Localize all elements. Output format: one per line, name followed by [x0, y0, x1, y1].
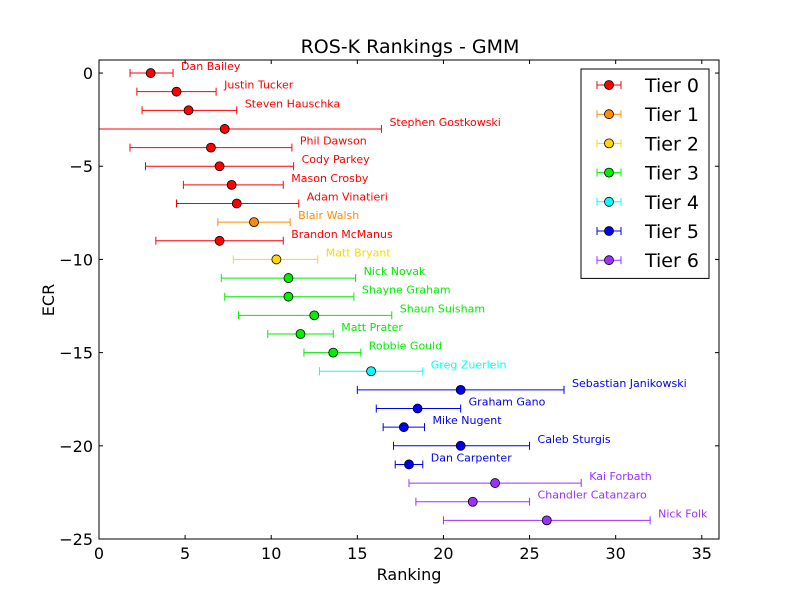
point-label: Brandon McManus — [291, 228, 393, 241]
plot-marks — [99, 68, 651, 526]
point-label: Adam Vinatieri — [307, 191, 388, 204]
data-point — [455, 440, 466, 451]
point-label: Nick Folk — [658, 507, 708, 520]
data-point — [214, 161, 225, 172]
x-tick-label: 15 — [347, 544, 367, 563]
y-axis-title: ECR — [39, 284, 58, 316]
point-labels: Dan Bailey Justin Tucker Steven Hauschka St… — [181, 60, 708, 520]
x-tick-label: 20 — [433, 544, 453, 563]
data-point — [231, 198, 242, 209]
y-tick-label: −20 — [59, 437, 93, 456]
data-point — [309, 310, 320, 321]
point-label: Blair Walsh — [298, 209, 359, 222]
point-label: Dan Carpenter — [431, 451, 512, 464]
data-point — [455, 384, 466, 395]
legend-label: Tier 4 — [644, 192, 699, 214]
point-label: Matt Prater — [341, 321, 403, 334]
data-point — [295, 329, 306, 339]
data-point — [145, 68, 156, 78]
data-point — [183, 105, 194, 116]
x-tick-label: 35 — [692, 544, 712, 563]
point-label: Dan Bailey — [181, 60, 241, 73]
x-tick-label: 25 — [519, 544, 539, 563]
data-point — [249, 217, 259, 228]
point-label: Steven Hauschka — [245, 97, 340, 110]
data-point — [328, 347, 339, 358]
data-point — [283, 291, 294, 302]
legend-box — [580, 68, 710, 279]
legend-label: Tier 2 — [644, 133, 699, 155]
x-tick-label: 0 — [94, 544, 104, 563]
data-point — [404, 459, 414, 470]
legend-marker — [604, 138, 614, 149]
data-point — [283, 273, 294, 283]
data-point — [171, 86, 182, 97]
x-axis-title: Ranking — [377, 565, 442, 584]
point-label: Shaun Suisham — [400, 302, 485, 315]
point-label: Greg Zuerlein — [431, 358, 507, 371]
point-label: Graham Gano — [469, 396, 546, 409]
data-point — [467, 496, 478, 507]
point-label: Mike Nugent — [433, 414, 503, 427]
data-point — [271, 254, 282, 265]
point-label: Phil Dawson — [300, 135, 367, 148]
x-tick-label: 10 — [261, 544, 281, 563]
data-point — [541, 515, 552, 526]
legend-marker — [604, 196, 614, 207]
y-axis: 0 −5 −10 −15 −20 −25 — [59, 64, 719, 549]
data-point — [366, 366, 377, 377]
legend-marker — [604, 109, 614, 120]
y-tick-label: −15 — [59, 344, 93, 363]
x-tick-label: 30 — [605, 544, 625, 563]
point-label: Matt Bryant — [326, 246, 392, 259]
y-tick-label: −25 — [59, 530, 93, 549]
data-point — [490, 478, 501, 488]
legend-marker — [604, 167, 614, 178]
legend-label: Tier 5 — [644, 221, 699, 243]
y-tick-label: 0 — [83, 64, 93, 83]
legend-label: Tier 3 — [644, 163, 699, 185]
point-label: Sebastian Janikowski — [572, 377, 687, 390]
point-label: Kai Forbath — [589, 470, 652, 483]
y-tick-label: −5 — [69, 157, 93, 176]
point-label: Justin Tucker — [223, 79, 294, 92]
data-point — [206, 142, 216, 153]
legend-label: Tier 1 — [644, 104, 699, 126]
data-point — [398, 422, 409, 433]
legend: Tier 0 Tier 1 Tier 2 Tier 3 Tier 4 Tier 5 Tier… — [580, 68, 710, 279]
legend-marker — [604, 255, 614, 266]
point-label: Robbie Gould — [369, 340, 442, 353]
point-label: Caleb Sturgis — [538, 433, 611, 446]
point-label: Cody Parkey — [302, 153, 371, 166]
data-point — [219, 124, 230, 134]
legend-label: Tier 0 — [644, 75, 699, 97]
point-label: Chandler Catanzaro — [538, 489, 647, 502]
data-point — [226, 179, 237, 190]
chart-title: ROS-K Rankings - GMM — [301, 36, 520, 58]
point-label: Shayne Graham — [362, 284, 451, 297]
data-point — [214, 235, 225, 246]
plot-frame — [98, 59, 720, 540]
x-axis: 0 5 10 15 20 25 30 35 — [94, 60, 712, 563]
y-tick-label: −10 — [59, 250, 93, 269]
legend-marker — [604, 226, 614, 236]
point-label: Nick Novak — [364, 265, 426, 278]
x-tick-label: 5 — [180, 544, 190, 563]
point-label: Stephen Gostkowski — [389, 116, 500, 129]
data-point — [412, 403, 423, 414]
legend-marker — [604, 80, 614, 90]
legend-label: Tier 6 — [644, 250, 699, 272]
point-label: Mason Crosby — [291, 172, 369, 185]
